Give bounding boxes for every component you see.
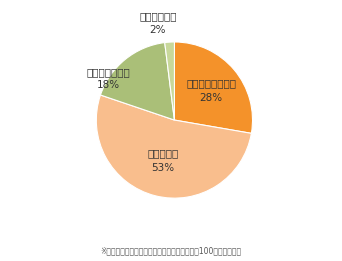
Text: ほぼ感じない: ほぼ感じない — [139, 11, 176, 21]
Text: かなり強く感じる: かなり強く感じる — [186, 78, 236, 88]
Text: 28%: 28% — [200, 93, 223, 103]
Wedge shape — [174, 42, 252, 133]
Text: 53%: 53% — [151, 163, 174, 173]
Wedge shape — [165, 42, 174, 120]
Wedge shape — [101, 43, 174, 120]
Text: あまり感じない: あまり感じない — [87, 67, 130, 77]
Text: 2%: 2% — [150, 25, 166, 35]
Text: 強く感じる: 強く感じる — [147, 148, 179, 158]
Text: ※小数点以下で四捨五入しているため、合計が100にならない。: ※小数点以下で四捨五入しているため、合計が100にならない。 — [101, 247, 241, 256]
Wedge shape — [96, 95, 251, 198]
Text: 18%: 18% — [97, 80, 120, 90]
